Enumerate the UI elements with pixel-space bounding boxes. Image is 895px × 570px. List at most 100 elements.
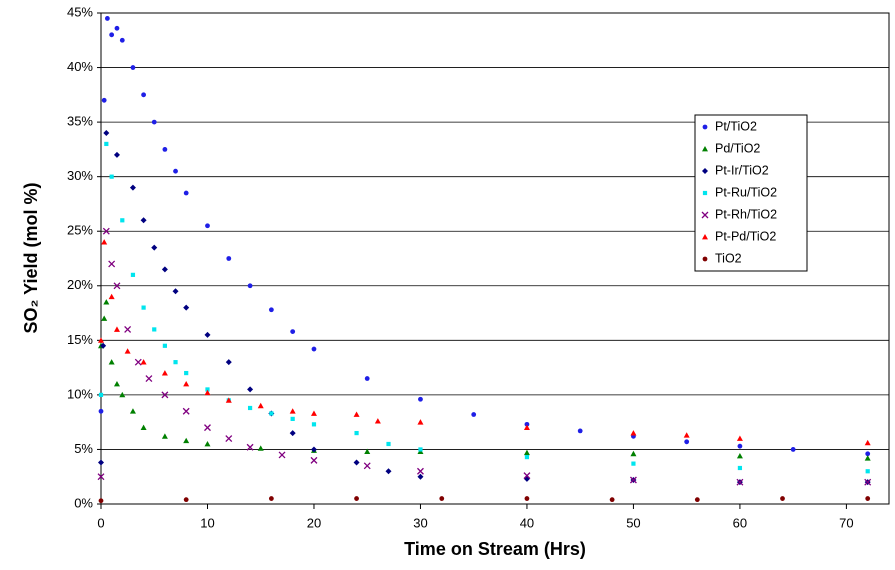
marker <box>205 223 210 229</box>
marker <box>268 307 274 313</box>
marker <box>113 380 120 387</box>
legend-marker <box>702 124 708 130</box>
marker <box>629 476 637 484</box>
marker <box>416 467 424 475</box>
marker <box>103 299 110 305</box>
marker <box>183 190 189 196</box>
marker <box>577 428 583 434</box>
legend-label: TiO2 <box>715 251 742 265</box>
x-tick-label: 10 <box>200 515 214 530</box>
marker <box>290 416 295 421</box>
marker <box>182 407 190 415</box>
x-tick-label: 40 <box>520 515 534 530</box>
marker <box>257 445 264 451</box>
marker <box>108 359 115 365</box>
x-tick-label: 60 <box>733 515 747 530</box>
y-tick-label: 25% <box>67 223 93 238</box>
marker <box>98 337 104 343</box>
marker <box>104 16 110 21</box>
marker <box>204 331 211 338</box>
marker <box>247 283 253 289</box>
marker <box>205 387 210 392</box>
marker <box>204 424 211 432</box>
marker <box>124 325 132 333</box>
legend-marker <box>702 234 708 240</box>
marker <box>311 422 317 427</box>
legend-label: Pt-Rh/TiO2 <box>715 207 777 221</box>
marker <box>225 435 233 442</box>
marker <box>353 459 360 466</box>
marker <box>417 419 424 425</box>
marker <box>865 496 871 501</box>
marker <box>864 455 871 461</box>
marker <box>737 443 743 449</box>
marker <box>790 447 796 452</box>
marker <box>386 441 391 447</box>
marker <box>161 266 168 273</box>
marker <box>524 496 530 501</box>
y-tick-label: 15% <box>67 332 93 347</box>
marker <box>114 25 120 31</box>
marker <box>130 65 136 70</box>
marker <box>865 469 870 474</box>
y-tick-label: 5% <box>74 441 93 456</box>
marker <box>103 130 110 137</box>
marker <box>247 405 253 411</box>
marker <box>736 478 744 486</box>
marker <box>152 327 157 332</box>
marker <box>524 421 530 427</box>
marker <box>289 408 296 414</box>
marker <box>108 260 116 268</box>
marker <box>417 473 424 480</box>
marker <box>113 282 121 290</box>
marker <box>172 288 179 295</box>
legend-marker <box>702 168 708 174</box>
marker <box>204 389 211 396</box>
legend-label: Pd/TiO2 <box>715 141 760 155</box>
plot-frame <box>100 12 890 505</box>
marker <box>97 473 105 481</box>
marker <box>130 272 136 277</box>
x-tick-label: 30 <box>413 515 427 530</box>
marker <box>173 360 178 365</box>
marker <box>418 396 423 402</box>
marker <box>684 439 690 445</box>
marker <box>101 97 107 103</box>
marker <box>439 496 445 501</box>
legend-marker <box>702 256 708 262</box>
marker <box>278 451 286 459</box>
x-tick-label: 20 <box>307 515 321 530</box>
marker <box>183 304 190 311</box>
marker <box>100 342 107 349</box>
marker <box>311 346 317 352</box>
marker <box>268 496 274 501</box>
marker <box>124 348 131 354</box>
legend-label: Pt-Ru/TiO2 <box>715 185 777 199</box>
marker <box>134 358 142 366</box>
marker <box>736 452 743 459</box>
marker <box>523 475 530 482</box>
y-tick-label: 40% <box>67 59 93 74</box>
marker <box>290 329 296 335</box>
marker <box>120 218 125 223</box>
marker <box>204 440 211 447</box>
marker <box>183 437 190 444</box>
marker <box>140 359 147 365</box>
marker <box>225 359 232 366</box>
y-tick-label: 30% <box>67 168 93 183</box>
marker <box>225 397 232 403</box>
marker <box>102 227 110 235</box>
marker <box>631 461 636 466</box>
marker <box>310 446 317 453</box>
marker <box>162 343 167 348</box>
marker <box>385 468 392 475</box>
marker <box>310 410 317 416</box>
marker <box>113 151 120 158</box>
marker <box>108 293 115 300</box>
y-tick-label: 45% <box>67 4 93 19</box>
legend-marker <box>701 211 709 219</box>
marker <box>129 408 136 414</box>
marker <box>162 146 168 152</box>
marker <box>109 32 115 38</box>
